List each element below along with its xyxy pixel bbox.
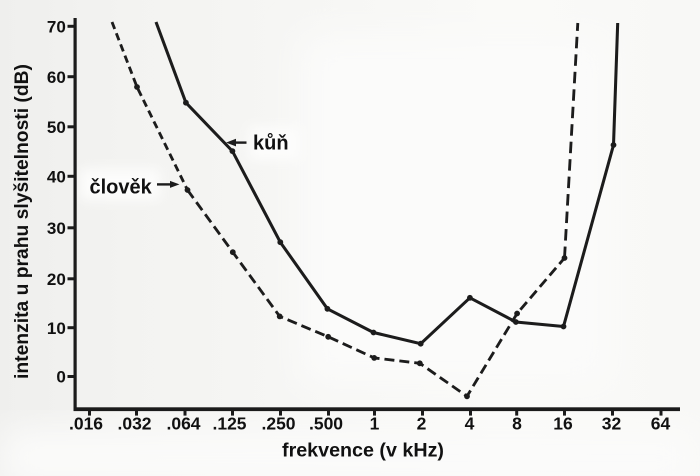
- svg-text:.032: .032: [117, 414, 151, 434]
- svg-text:50: 50: [47, 118, 66, 137]
- svg-text:.064: .064: [166, 414, 200, 434]
- svg-text:4: 4: [465, 414, 475, 434]
- svg-text:16: 16: [553, 414, 573, 434]
- svg-text:0: 0: [56, 368, 65, 387]
- svg-text:.016: .016: [69, 414, 103, 434]
- svg-text:2: 2: [417, 414, 427, 434]
- svg-text:10: 10: [47, 319, 66, 338]
- svg-text:20: 20: [47, 270, 66, 289]
- svg-text:kůň: kůň: [253, 133, 289, 155]
- svg-text:60: 60: [47, 68, 66, 87]
- svg-text:32: 32: [602, 414, 622, 434]
- svg-text:.500: .500: [309, 414, 343, 434]
- svg-text:1: 1: [370, 414, 380, 434]
- svg-text:70: 70: [47, 18, 66, 37]
- svg-text:frekvence (v kHz): frekvence (v kHz): [282, 440, 444, 462]
- svg-text:.250: .250: [261, 414, 295, 434]
- svg-text:40: 40: [47, 168, 66, 187]
- svg-text:64: 64: [651, 414, 671, 434]
- svg-text:8: 8: [512, 414, 522, 434]
- svg-text:intenzita u prahu slyšitelnost: intenzita u prahu slyšitelnosti (dB): [12, 64, 33, 379]
- svg-text:člověk: člověk: [90, 177, 153, 199]
- svg-text:30: 30: [47, 219, 66, 238]
- svg-text:.125: .125: [212, 414, 246, 434]
